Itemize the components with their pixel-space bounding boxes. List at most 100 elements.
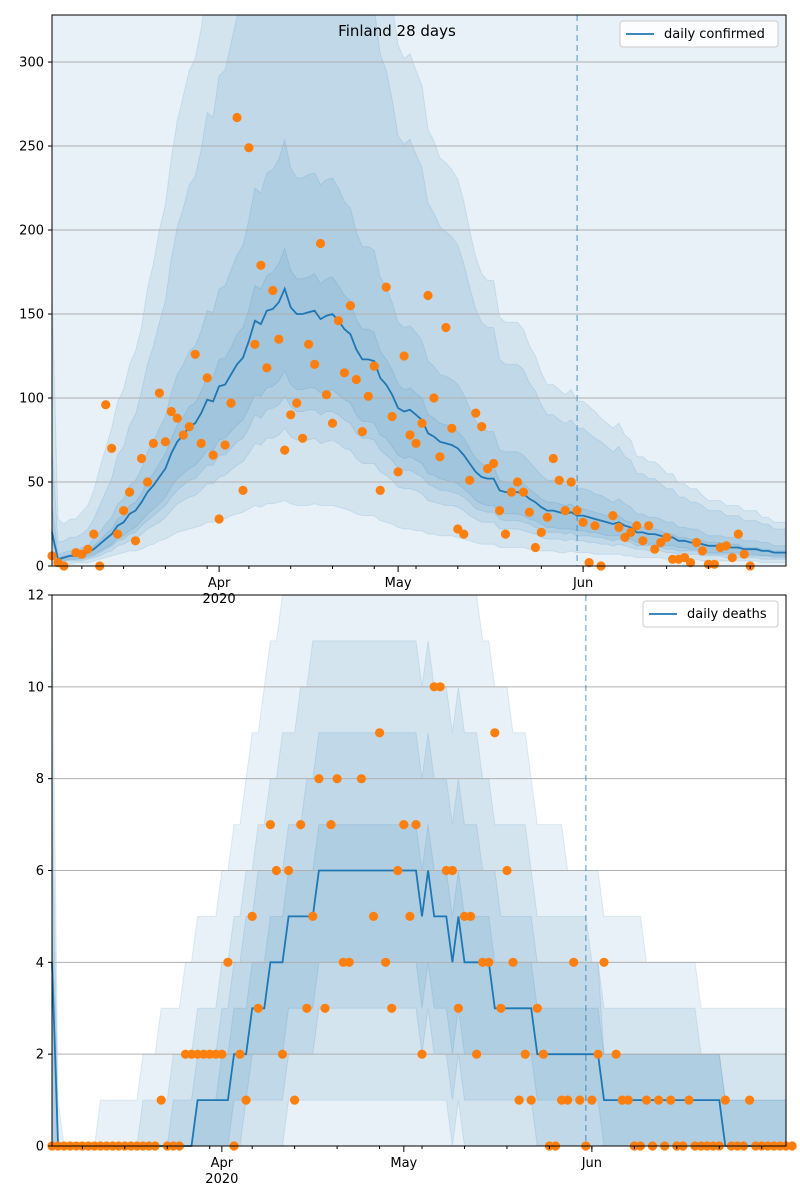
confirmed-observed-point <box>381 282 391 292</box>
confirmed-observed-points <box>47 112 755 571</box>
confirmed-observed-point <box>739 549 749 559</box>
confirmed-observed-point <box>369 361 379 371</box>
deaths-y-tick-label: 12 <box>27 589 44 604</box>
deaths-observed-point <box>326 820 336 830</box>
confirmed-observed-point <box>327 418 338 428</box>
confirmed-observed-point <box>524 507 535 517</box>
confirmed-observed-point <box>339 368 349 378</box>
confirmed-observed-point <box>405 430 415 440</box>
confirmed-observed-point <box>298 433 308 443</box>
deaths-observed-point <box>368 911 379 922</box>
deaths-observed-point <box>344 957 354 967</box>
confirmed-observed-point <box>465 475 475 485</box>
confirmed-y-tick-label: 100 <box>19 392 44 407</box>
deaths-y-tick-label: 4 <box>36 956 44 971</box>
deaths-y-tick-label: 0 <box>36 1140 44 1155</box>
confirmed-observed-point <box>423 290 433 301</box>
legend-label: daily deaths <box>687 607 767 622</box>
confirmed-interval-band-1 <box>52 15 786 565</box>
confirmed-observed-point <box>262 363 272 373</box>
deaths-observed-point <box>575 1095 585 1105</box>
confirmed-observed-point <box>125 487 135 497</box>
deaths-observed-point <box>453 1003 463 1013</box>
confirmed-observed-point <box>166 406 176 417</box>
deaths-observed-point <box>514 1095 524 1105</box>
confirmed-plot-frame <box>51 14 787 567</box>
confirmed-x-tick-label: Jun <box>572 576 593 591</box>
deaths-x-tick-sublabel: 2020 <box>205 1172 238 1187</box>
deaths-observed-point <box>308 911 318 922</box>
legend-box <box>642 600 779 628</box>
confirmed-observed-point <box>435 452 445 462</box>
deaths-observed-point <box>247 911 257 922</box>
deaths-observed-point <box>563 1095 573 1105</box>
confirmed-observed-point <box>113 529 123 539</box>
confirmed-observed-point <box>196 438 206 448</box>
confirmed-observed-point <box>733 529 743 539</box>
confirmed-observed-point <box>626 527 636 538</box>
deaths-observed-point <box>265 820 275 830</box>
deaths-observed-point <box>526 1095 536 1105</box>
confirmed-interval-band-3 <box>52 139 786 562</box>
confirmed-observed-point <box>304 339 314 349</box>
confirmed-observed-point <box>411 438 421 448</box>
deaths-observed-point <box>332 774 342 784</box>
confirmed-observed-point <box>656 537 666 548</box>
confirmed-observed-point <box>441 322 451 333</box>
confirmed-observed-point <box>721 541 731 551</box>
confirmed-observed-point <box>315 238 326 249</box>
confirmed-y-tick-label: 300 <box>19 56 44 71</box>
confirmed-observed-point <box>447 423 457 433</box>
confirmed-observed-point <box>208 450 218 460</box>
confirmed-y-tick-label: 200 <box>19 224 44 239</box>
confirmed-observed-point <box>363 391 373 401</box>
confirmed-observed-point <box>232 112 242 123</box>
confirmed-observed-point <box>268 285 278 296</box>
confirmed-observed-point <box>417 418 427 428</box>
confirmed-observed-point <box>453 524 463 534</box>
confirmed-y-tick-label: 0 <box>36 560 44 575</box>
confirmed-observed-point <box>691 537 702 548</box>
deaths-observed-point <box>156 1095 166 1105</box>
confirmed-observed-point <box>459 529 469 539</box>
confirmed-observed-point <box>518 487 529 497</box>
deaths-observed-point <box>405 911 415 922</box>
confirmed-observed-point <box>489 458 499 469</box>
deaths-y-tick-label: 6 <box>36 864 44 879</box>
legend-label: daily confirmed <box>664 27 765 42</box>
deaths-observed-point <box>393 865 403 876</box>
confirmed-observed-point <box>572 506 582 516</box>
confirmed-observed-point <box>184 422 194 432</box>
deaths-observed-point <box>223 957 233 967</box>
confirmed-y-axis: 0 50 100 150 200 250 300 <box>19 56 52 575</box>
deaths-x-tick-label: Jun <box>581 1156 602 1171</box>
deaths-observed-point <box>593 1049 603 1059</box>
confirmed-observed-point <box>119 506 129 516</box>
confirmed-observed-point <box>542 512 552 522</box>
deaths-observed-point <box>490 728 500 738</box>
confirmed-observed-point <box>190 349 200 359</box>
deaths-observed-point <box>356 774 366 784</box>
deaths-observed-point <box>314 774 324 784</box>
deaths-observed-point <box>611 1049 621 1059</box>
confirmed-observed-point <box>399 351 409 361</box>
deaths-observed-point <box>387 1003 397 1013</box>
confirmed-interval-band-2 <box>52 15 786 562</box>
confirmed-observed-point <box>101 400 111 410</box>
deaths-observed-point <box>538 1049 549 1059</box>
deaths-observed-point <box>290 1095 300 1105</box>
confirmed-observed-point <box>638 536 648 546</box>
deaths-observed-point <box>217 1049 227 1059</box>
confirmed-observed-point <box>292 398 302 408</box>
confirmed-observed-point <box>608 510 618 521</box>
deaths-y-tick-label: 2 <box>36 1048 44 1063</box>
confirmed-observed-point <box>160 437 170 447</box>
confirmed-observed-point <box>387 411 397 422</box>
confirmed-observed-point <box>333 316 343 326</box>
confirmed-observed-point <box>506 487 517 497</box>
confirmed-observed-point <box>554 475 564 485</box>
confirmed-observed-point <box>477 422 487 432</box>
confirmed-x-tick-label: Apr <box>208 576 231 591</box>
